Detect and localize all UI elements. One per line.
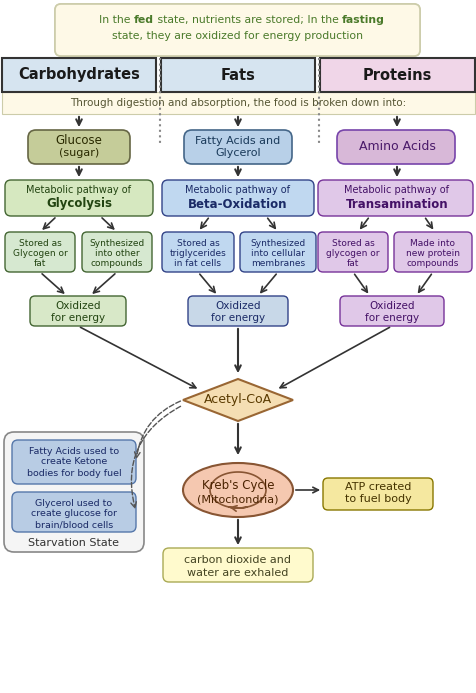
Text: Glycolysis: Glycolysis [46, 198, 112, 211]
Text: into other: into other [95, 249, 139, 258]
Text: compounds: compounds [406, 259, 458, 268]
Text: brain/blood cells: brain/blood cells [35, 520, 113, 529]
Text: for energy: for energy [51, 313, 105, 323]
Polygon shape [183, 379, 292, 421]
Text: Oxidized: Oxidized [368, 301, 414, 311]
FancyBboxPatch shape [4, 432, 144, 552]
FancyBboxPatch shape [12, 492, 136, 532]
Text: Starvation State: Starvation State [29, 538, 119, 548]
Bar [2, 58, 156, 92]
Text: Glycogen or: Glycogen or [12, 249, 67, 258]
Text: state, nutrients are stored; In the: state, nutrients are stored; In the [154, 15, 342, 25]
Text: Transamination: Transamination [345, 198, 447, 211]
Text: fat: fat [34, 259, 46, 268]
Text: Kreb's Cycle: Kreb's Cycle [201, 480, 274, 493]
Text: Synthesized: Synthesized [250, 240, 305, 249]
FancyBboxPatch shape [339, 296, 443, 326]
Text: create Ketone: create Ketone [41, 457, 107, 466]
FancyBboxPatch shape [162, 232, 234, 272]
Text: in fat cells: in fat cells [174, 259, 221, 268]
FancyBboxPatch shape [5, 232, 75, 272]
FancyBboxPatch shape [162, 180, 313, 216]
Text: Oxidized: Oxidized [215, 301, 260, 311]
Text: fed: fed [134, 15, 154, 25]
Text: create glucose for: create glucose for [31, 509, 117, 518]
Text: Fatty Acids and: Fatty Acids and [195, 136, 280, 146]
Bar [2, 92, 474, 114]
FancyBboxPatch shape [336, 130, 454, 164]
Text: Glucose: Glucose [55, 134, 102, 148]
Bar [319, 58, 474, 92]
Text: Amino Acids: Amino Acids [358, 141, 435, 154]
Text: Fatty Acids used to: Fatty Acids used to [29, 446, 119, 455]
Text: to fuel body: to fuel body [344, 494, 410, 504]
Text: In the: In the [99, 15, 134, 25]
Text: Metabolic pathway of: Metabolic pathway of [344, 185, 448, 195]
Text: for energy: for energy [364, 313, 418, 323]
Text: Glycerol: Glycerol [215, 148, 260, 158]
FancyBboxPatch shape [322, 478, 432, 510]
FancyBboxPatch shape [82, 232, 152, 272]
Text: Metabolic pathway of: Metabolic pathway of [27, 185, 131, 195]
FancyBboxPatch shape [184, 130, 291, 164]
Text: for energy: for energy [210, 313, 265, 323]
FancyBboxPatch shape [55, 4, 419, 56]
Text: Acetyl-CoA: Acetyl-CoA [204, 394, 271, 407]
Text: compounds: compounds [90, 259, 143, 268]
Text: membranes: membranes [250, 259, 305, 268]
Text: Beta-Oxidation: Beta-Oxidation [188, 198, 287, 211]
Text: ATP created: ATP created [344, 482, 410, 492]
Text: Proteins: Proteins [362, 67, 431, 82]
FancyBboxPatch shape [30, 296, 126, 326]
Text: fasting: fasting [342, 15, 384, 25]
FancyBboxPatch shape [317, 180, 472, 216]
FancyBboxPatch shape [317, 232, 387, 272]
FancyBboxPatch shape [28, 130, 130, 164]
Text: Through digestion and absorption, the food is broken down into:: Through digestion and absorption, the fo… [69, 98, 405, 108]
Text: (Mitochondria): (Mitochondria) [197, 494, 278, 504]
Text: fat: fat [346, 259, 358, 268]
Bar [161, 58, 314, 92]
Text: Glycerol used to: Glycerol used to [35, 498, 112, 507]
Text: Metabolic pathway of: Metabolic pathway of [185, 185, 290, 195]
Text: Stored as: Stored as [176, 240, 219, 249]
Text: Made into: Made into [410, 240, 455, 249]
Text: Fats: Fats [220, 67, 255, 82]
Text: new protein: new protein [405, 249, 459, 258]
Ellipse shape [183, 463, 292, 517]
Text: into cellular: into cellular [250, 249, 304, 258]
FancyBboxPatch shape [393, 232, 471, 272]
Text: triglycerides: triglycerides [169, 249, 226, 258]
FancyBboxPatch shape [5, 180, 153, 216]
Text: water are exhaled: water are exhaled [187, 568, 288, 578]
FancyBboxPatch shape [239, 232, 315, 272]
Text: Oxidized: Oxidized [55, 301, 100, 311]
Text: bodies for body fuel: bodies for body fuel [27, 468, 121, 477]
FancyBboxPatch shape [55, 4, 419, 56]
FancyBboxPatch shape [188, 296, 288, 326]
FancyBboxPatch shape [12, 440, 136, 484]
Text: Carbohydrates: Carbohydrates [18, 67, 139, 82]
Text: (sugar): (sugar) [59, 148, 99, 158]
Text: glycogen or: glycogen or [326, 249, 379, 258]
Text: Stored as: Stored as [19, 240, 61, 249]
Text: state, they are oxidized for energy production: state, they are oxidized for energy prod… [112, 31, 363, 41]
FancyBboxPatch shape [163, 548, 312, 582]
Text: carbon dioxide and: carbon dioxide and [184, 555, 291, 565]
Text: Synthesized: Synthesized [89, 240, 144, 249]
Text: Stored as: Stored as [331, 240, 374, 249]
